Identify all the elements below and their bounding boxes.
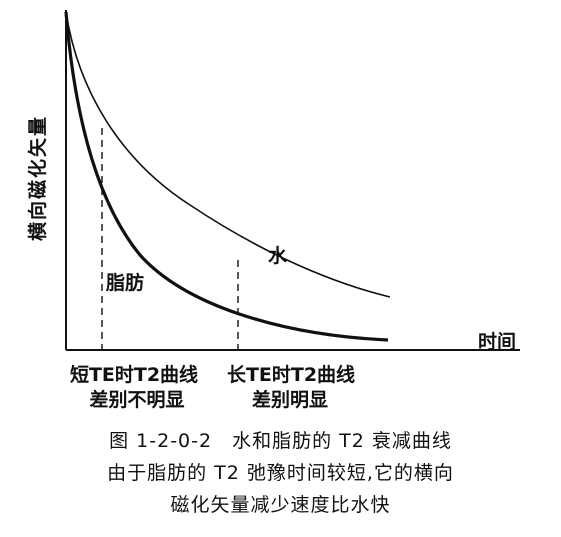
- water-decay-curve: [65, 11, 391, 298]
- long-te-label-line1: 长TE时T2曲线: [227, 363, 355, 386]
- figure-caption-title: 图 1-2-0-2 水和脂肪的 T2 衰减曲线: [109, 430, 452, 452]
- water-curve-label: 水: [268, 245, 288, 267]
- figure-caption-text: 磁化矢量减少速度比水快: [170, 494, 391, 516]
- short-te-label-line2: 差别不明显: [89, 388, 184, 411]
- long-te-label-line2: 差别明显: [252, 388, 328, 411]
- figure-caption-text: 由于脂肪的 T2 弛豫时间较短,它的横向: [107, 462, 454, 484]
- x-axis-label: 时间: [478, 331, 516, 353]
- fat-decay-curve: [64, 11, 389, 342]
- y-axis-label: 横向磁化矢量: [26, 115, 49, 241]
- fat-curve-label: 脂肪: [106, 271, 144, 294]
- short-te-label-line1: 短TE时T2曲线: [70, 363, 198, 386]
